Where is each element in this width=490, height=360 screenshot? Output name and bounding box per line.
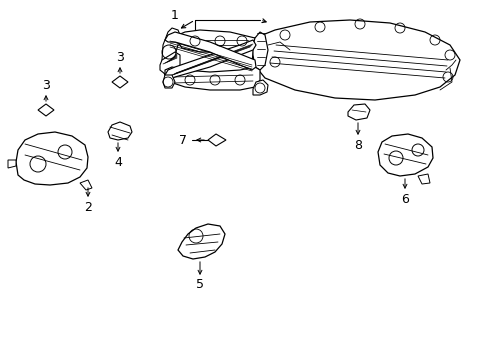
Polygon shape	[80, 180, 92, 190]
Text: 6: 6	[401, 193, 409, 206]
Polygon shape	[108, 122, 132, 140]
Text: 4: 4	[114, 156, 122, 168]
Polygon shape	[16, 132, 88, 185]
Polygon shape	[208, 134, 226, 146]
Text: 3: 3	[42, 78, 50, 91]
Polygon shape	[8, 160, 16, 168]
Polygon shape	[160, 52, 180, 74]
Polygon shape	[178, 224, 225, 259]
Polygon shape	[163, 75, 175, 88]
Text: 3: 3	[116, 50, 124, 63]
Polygon shape	[162, 28, 180, 75]
Polygon shape	[112, 76, 128, 88]
Polygon shape	[165, 32, 256, 70]
Polygon shape	[418, 174, 430, 184]
Text: 5: 5	[196, 279, 204, 292]
Polygon shape	[165, 67, 260, 90]
Polygon shape	[378, 134, 433, 176]
Polygon shape	[38, 104, 54, 116]
Polygon shape	[253, 80, 268, 95]
Polygon shape	[165, 40, 256, 80]
Polygon shape	[253, 32, 268, 70]
Polygon shape	[178, 30, 255, 52]
Text: 8: 8	[354, 139, 362, 152]
Polygon shape	[252, 20, 460, 100]
Text: 1: 1	[171, 9, 179, 22]
Polygon shape	[348, 104, 370, 120]
Text: 2: 2	[84, 201, 92, 213]
Text: 7: 7	[179, 134, 187, 147]
